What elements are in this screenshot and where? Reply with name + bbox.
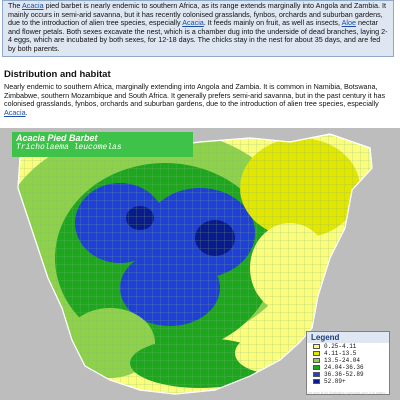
map-footnote: The map is for illustrative purposes onl… — [306, 391, 386, 399]
legend-label: 52.89+ — [324, 378, 346, 385]
legend-swatch — [313, 358, 320, 363]
legend-item: 0.25-4.11 — [307, 343, 389, 350]
legend-swatch — [313, 365, 320, 370]
legend-swatch — [313, 372, 320, 377]
acacia-link[interactable]: Acacia — [22, 1, 44, 10]
summary-text: pied barbet is nearly endemic to souther… — [8, 1, 386, 28]
legend-item: 52.89+ — [307, 378, 389, 385]
legend-label: 0.25-4.11 — [324, 343, 357, 350]
legend-label: 13.5-24.04 — [324, 357, 361, 364]
summary-text: nectar and flower petals. Both sexes exc… — [8, 18, 388, 53]
species-label-box: Acacia Pied Barbet Tricholaema leucomela… — [12, 132, 193, 157]
legend-label: 4.11-13.5 — [324, 350, 357, 357]
summary-text: The — [8, 1, 22, 10]
summary-text: . It feeds mainly on fruit, as well as i… — [203, 18, 342, 28]
legend-item: 36.36-52.89 — [307, 371, 389, 378]
legend-swatch — [313, 351, 320, 356]
map-legend: Legend 0.25-4.11 4.11-13.5 13.5-24.04 24.04… — [306, 331, 390, 395]
common-name: Acacia Pied Barbet — [16, 133, 98, 143]
legend-item: 24.04-36.36 — [307, 364, 389, 371]
acacia-link[interactable]: Acacia — [182, 18, 204, 28]
aloe-link[interactable]: Aloe — [341, 18, 357, 28]
distribution-paragraph: Nearly endemic to southern Africa, margi… — [4, 82, 396, 117]
legend-label: 24.04-36.36 — [324, 364, 364, 371]
legend-rows: 0.25-4.11 4.11-13.5 13.5-24.04 24.04-36.36 3… — [307, 343, 389, 385]
legend-item: 4.11-13.5 — [307, 350, 389, 357]
map-canvas — [17, 133, 373, 395]
section-heading: Distribution and habitat — [4, 69, 111, 80]
paragraph-text: . — [25, 107, 28, 117]
legend-swatch — [313, 379, 320, 384]
latin-name: Tricholaema leucomelas — [16, 143, 122, 152]
acacia-link[interactable]: Acacia — [4, 107, 26, 117]
distribution-map[interactable]: Acacia Pied Barbet Tricholaema leucomela… — [0, 128, 400, 400]
species-summary-box: The Acacia pied barbet is nearly endemic… — [2, 0, 394, 57]
legend-item: 13.5-24.04 — [307, 357, 389, 364]
legend-swatch — [313, 344, 320, 349]
paragraph-text: Nearly endemic to southern Africa, margi… — [4, 82, 386, 109]
legend-label: 36.36-52.89 — [324, 371, 364, 378]
legend-title: Legend — [307, 332, 389, 343]
